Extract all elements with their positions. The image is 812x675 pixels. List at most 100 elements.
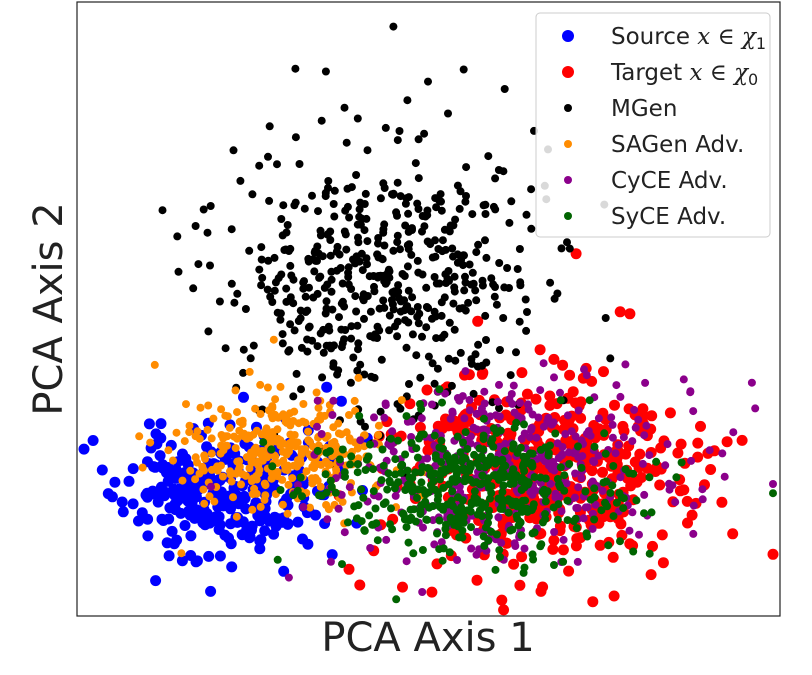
data-point <box>383 485 392 494</box>
data-point <box>244 531 256 543</box>
data-point <box>398 460 407 469</box>
data-point <box>361 466 370 474</box>
data-point <box>360 314 368 323</box>
data-point <box>413 199 422 208</box>
data-point <box>273 472 282 481</box>
data-point <box>142 513 154 525</box>
data-point <box>322 488 331 497</box>
data-point <box>609 462 618 470</box>
data-point <box>314 403 323 412</box>
data-point <box>373 334 382 342</box>
data-point <box>266 292 275 301</box>
data-point <box>277 215 286 223</box>
data-point <box>300 204 309 213</box>
data-point <box>475 444 484 453</box>
data-point <box>354 373 363 382</box>
data-point <box>767 548 779 560</box>
data-point <box>406 505 415 514</box>
data-point <box>179 520 191 531</box>
data-point <box>324 184 332 192</box>
data-point <box>252 426 261 435</box>
data-point <box>340 227 349 236</box>
data-point <box>321 192 330 201</box>
data-point <box>230 298 239 307</box>
data-point <box>729 428 738 437</box>
data-point <box>418 332 426 341</box>
data-point <box>331 488 340 497</box>
data-point <box>330 437 339 446</box>
data-point <box>558 443 567 451</box>
data-point <box>418 588 427 596</box>
data-point <box>347 322 356 331</box>
data-point <box>335 395 347 407</box>
data-point <box>516 281 525 290</box>
data-point <box>479 414 488 423</box>
data-point <box>155 481 167 493</box>
data-point <box>338 560 346 569</box>
data-point <box>324 461 333 469</box>
data-point <box>471 574 483 586</box>
data-point <box>420 129 429 138</box>
data-point <box>437 206 446 215</box>
data-point <box>498 604 510 616</box>
data-point <box>255 534 267 546</box>
data-point <box>173 232 182 241</box>
data-point <box>225 518 237 530</box>
data-point <box>329 396 338 405</box>
data-point <box>317 116 326 125</box>
data-point <box>403 96 412 105</box>
data-point <box>233 408 241 417</box>
data-point <box>265 122 274 131</box>
data-point <box>226 561 238 573</box>
data-point <box>547 543 559 555</box>
data-point <box>686 387 695 396</box>
data-point <box>387 434 395 443</box>
data-point <box>500 283 509 292</box>
data-point <box>678 484 690 496</box>
data-point <box>431 451 440 460</box>
data-point <box>282 284 291 293</box>
data-point <box>382 535 391 544</box>
data-point <box>629 547 638 556</box>
data-point <box>256 502 265 511</box>
data-point <box>646 410 658 422</box>
data-point <box>381 123 390 132</box>
data-point <box>461 272 469 281</box>
data-point <box>397 396 406 405</box>
data-point <box>586 495 595 504</box>
data-point <box>404 286 413 295</box>
data-point <box>621 465 630 474</box>
data-point <box>380 413 389 422</box>
data-point <box>601 498 609 507</box>
data-point <box>416 507 425 516</box>
data-point <box>292 369 301 378</box>
data-point <box>317 430 326 438</box>
data-point <box>196 403 205 412</box>
data-point <box>472 425 481 434</box>
data-point <box>435 385 444 394</box>
data-point <box>251 404 260 413</box>
data-point <box>560 486 569 495</box>
data-point <box>295 160 304 168</box>
data-point <box>536 386 545 395</box>
data-point <box>539 359 548 368</box>
data-point <box>354 579 366 591</box>
data-point <box>413 256 422 265</box>
data-point <box>663 440 672 449</box>
data-point <box>458 304 467 313</box>
data-point <box>541 497 550 506</box>
data-point <box>288 437 297 446</box>
data-point <box>413 493 421 502</box>
data-point <box>239 368 248 377</box>
data-point <box>563 565 575 577</box>
data-point <box>343 563 355 575</box>
legend-marker <box>564 140 572 148</box>
data-point <box>389 22 398 31</box>
data-point <box>320 283 329 292</box>
data-point <box>556 388 564 397</box>
data-point <box>389 189 398 198</box>
data-point <box>627 475 639 487</box>
data-point <box>519 568 528 577</box>
data-point <box>577 463 586 472</box>
